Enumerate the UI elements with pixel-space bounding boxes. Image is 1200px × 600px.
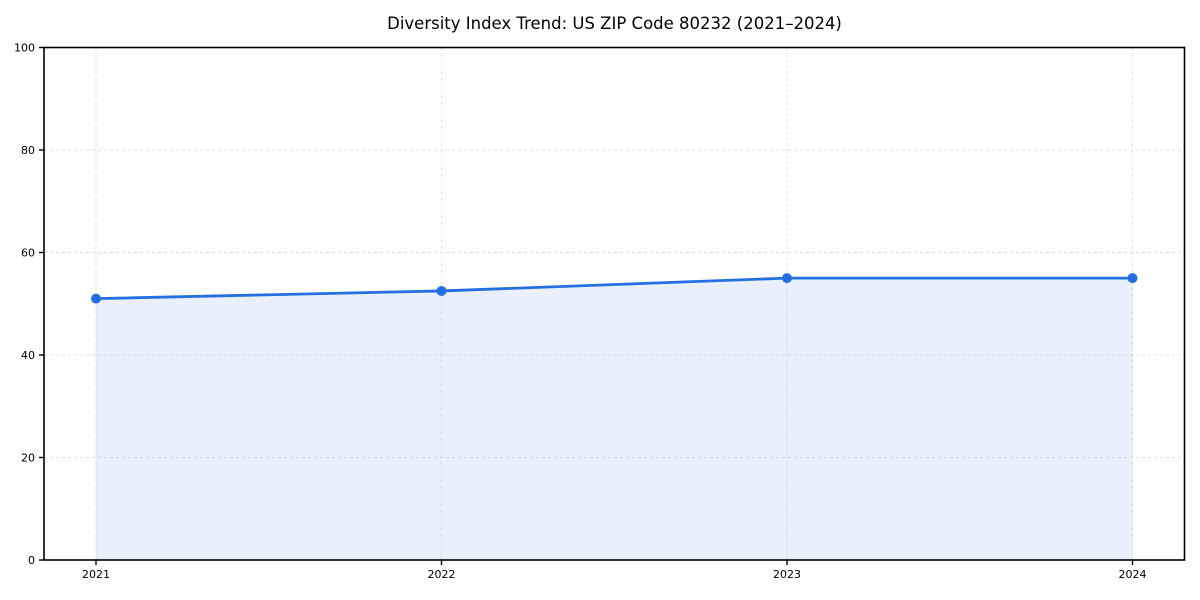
y-tick-label: 80: [21, 144, 35, 157]
x-tick-label: 2024: [1119, 568, 1147, 581]
data-point-marker: [436, 285, 447, 296]
trend-line: [94, 276, 1134, 301]
y-tick-label: 60: [21, 247, 35, 260]
data-point-marker: [91, 293, 101, 304]
y-tick-label: 40: [21, 349, 35, 362]
x-tick-label: 2021: [82, 568, 110, 581]
data-point-marker: [1127, 273, 1138, 284]
x-tick-label: 2022: [428, 568, 456, 581]
data-point-marker: [782, 273, 792, 284]
x-tick-label: 2023: [773, 568, 801, 581]
area-fill: [96, 278, 1133, 560]
y-tick-label: 0: [28, 554, 35, 567]
y-tick-label: 100: [14, 42, 35, 55]
chart-title: Diversity Index Trend: US ZIP Code 80232…: [387, 14, 842, 33]
plot-border: [43, 46, 1186, 561]
y-tick-label: 20: [21, 452, 35, 465]
